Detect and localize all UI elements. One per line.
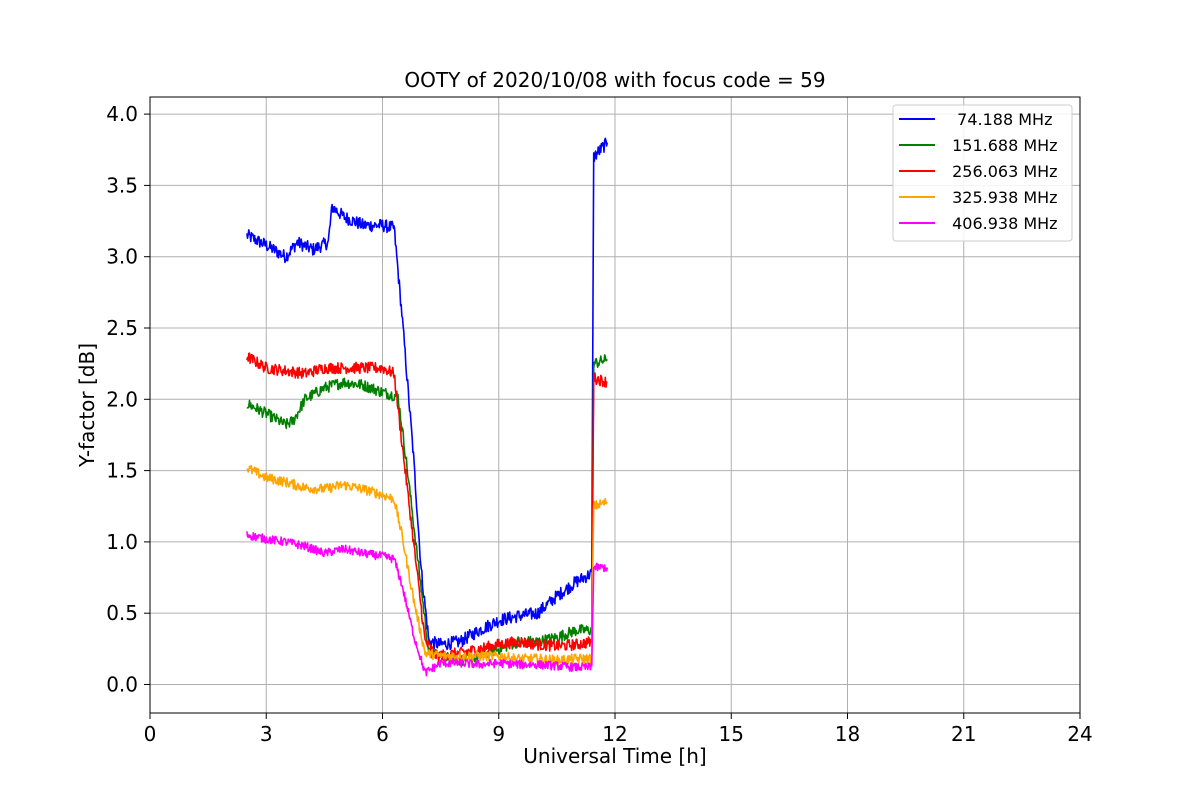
legend-label: 151.688 MHz: [947, 136, 1058, 155]
legend-label: 74.188 MHz: [947, 110, 1052, 129]
x-axis: 0 3 6 9 12 15 18 21 24: [144, 713, 1093, 746]
x-tick-label: 0: [144, 722, 157, 746]
legend-label: 406.938 MHz: [947, 214, 1058, 233]
series-line: [246, 352, 608, 662]
series-layer: [246, 137, 609, 677]
x-tick-label: 18: [835, 722, 860, 746]
y-tick-label: 3.0: [106, 245, 138, 269]
series-line: [246, 531, 609, 677]
series-line: [246, 137, 609, 651]
x-tick-label: 9: [492, 722, 505, 746]
x-axis-label: Universal Time [h]: [523, 744, 706, 768]
y-tick-label: 3.5: [106, 173, 138, 197]
y-tick-label: 4.0: [106, 102, 138, 126]
x-tick-label: 21: [951, 722, 976, 746]
legend-box: [892, 104, 1073, 242]
y-tick-label: 1.0: [106, 530, 138, 554]
x-tick-label: 15: [719, 722, 744, 746]
y-tick-label: 1.5: [106, 459, 138, 483]
series-line: [246, 354, 608, 666]
x-tick-label: 3: [260, 722, 273, 746]
legend-label: 325.938 MHz: [947, 188, 1058, 207]
legend: 74.188 MHz 151.688 MHz 256.063 MHz 325.9…: [892, 104, 1073, 242]
legend-label: 256.063 MHz: [947, 162, 1058, 181]
y-tick-label: 0.5: [106, 601, 138, 625]
x-tick-label: 24: [1067, 722, 1092, 746]
y-tick-label: 0.0: [106, 672, 138, 696]
y-tick-label: 2.0: [106, 387, 138, 411]
x-tick-label: 12: [602, 722, 627, 746]
chart-title: OOTY of 2020/10/08 with focus code = 59: [404, 68, 825, 92]
y-tick-label: 2.5: [106, 316, 138, 340]
y-axis-label: Y-factor [dB]: [75, 343, 99, 468]
y-axis: 0.0 0.5 1.0 1.5 2.0 2.5 3.0 3.5 4.0: [106, 102, 150, 696]
x-tick-label: 6: [376, 722, 389, 746]
